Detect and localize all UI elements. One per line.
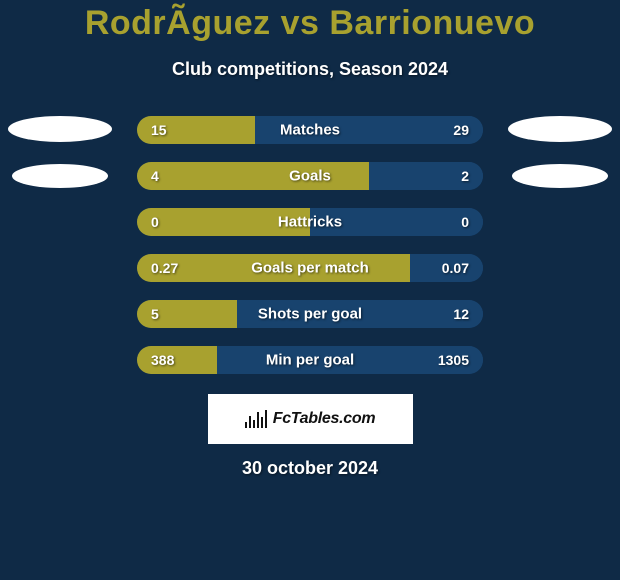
page-subtitle: Club competitions, Season 2024 (0, 59, 620, 80)
stat-value-left: 5 (151, 306, 159, 322)
stat-label: Hattricks (278, 213, 342, 230)
stat-value-left: 388 (151, 352, 174, 368)
avatars-left (0, 116, 120, 188)
stat-label: Goals per match (251, 259, 369, 276)
stat-row: 388 1305 Min per goal (137, 346, 483, 374)
stat-value-right: 29 (453, 122, 469, 138)
stat-fill-left (137, 162, 369, 190)
stat-value-left: 0.27 (151, 260, 178, 276)
avatar-placeholder (8, 116, 112, 142)
stat-label: Min per goal (266, 351, 354, 368)
logo-bars-icon (245, 410, 267, 428)
logo-box: FcTables.com (208, 394, 413, 444)
stat-value-right: 0.07 (442, 260, 469, 276)
stat-value-right: 1305 (438, 352, 469, 368)
stat-row: 5 12 Shots per goal (137, 300, 483, 328)
stat-row: 0.27 0.07 Goals per match (137, 254, 483, 282)
stat-label: Matches (280, 121, 340, 138)
stat-row: 15 29 Matches (137, 116, 483, 144)
page: RodrÃ­guez vs Barrionuevo Club competiti… (0, 0, 620, 580)
avatars-right (500, 116, 620, 188)
bars-container: 15 29 Matches 4 2 Goals 0 0 Hattricks 0.27 0.07 Goa… (137, 116, 483, 374)
logo-text: FcTables.com (273, 410, 376, 428)
stat-row: 4 2 Goals (137, 162, 483, 190)
stat-label: Goals (289, 167, 331, 184)
avatar-placeholder (512, 164, 608, 188)
date-text: 30 october 2024 (0, 458, 620, 479)
page-title: RodrÃ­guez vs Barrionuevo (0, 2, 620, 45)
stat-value-left: 4 (151, 168, 159, 184)
stat-value-right: 12 (453, 306, 469, 322)
avatar-placeholder (508, 116, 612, 142)
stat-value-left: 15 (151, 122, 167, 138)
stat-fill-left (137, 346, 217, 374)
avatar-placeholder (12, 164, 108, 188)
stat-value-left: 0 (151, 214, 159, 230)
comparison-content: 15 29 Matches 4 2 Goals 0 0 Hattricks 0.27 0.07 Goa… (0, 116, 620, 374)
stat-row: 0 0 Hattricks (137, 208, 483, 236)
stat-label: Shots per goal (258, 305, 362, 322)
stat-value-right: 0 (461, 214, 469, 230)
stat-value-right: 2 (461, 168, 469, 184)
